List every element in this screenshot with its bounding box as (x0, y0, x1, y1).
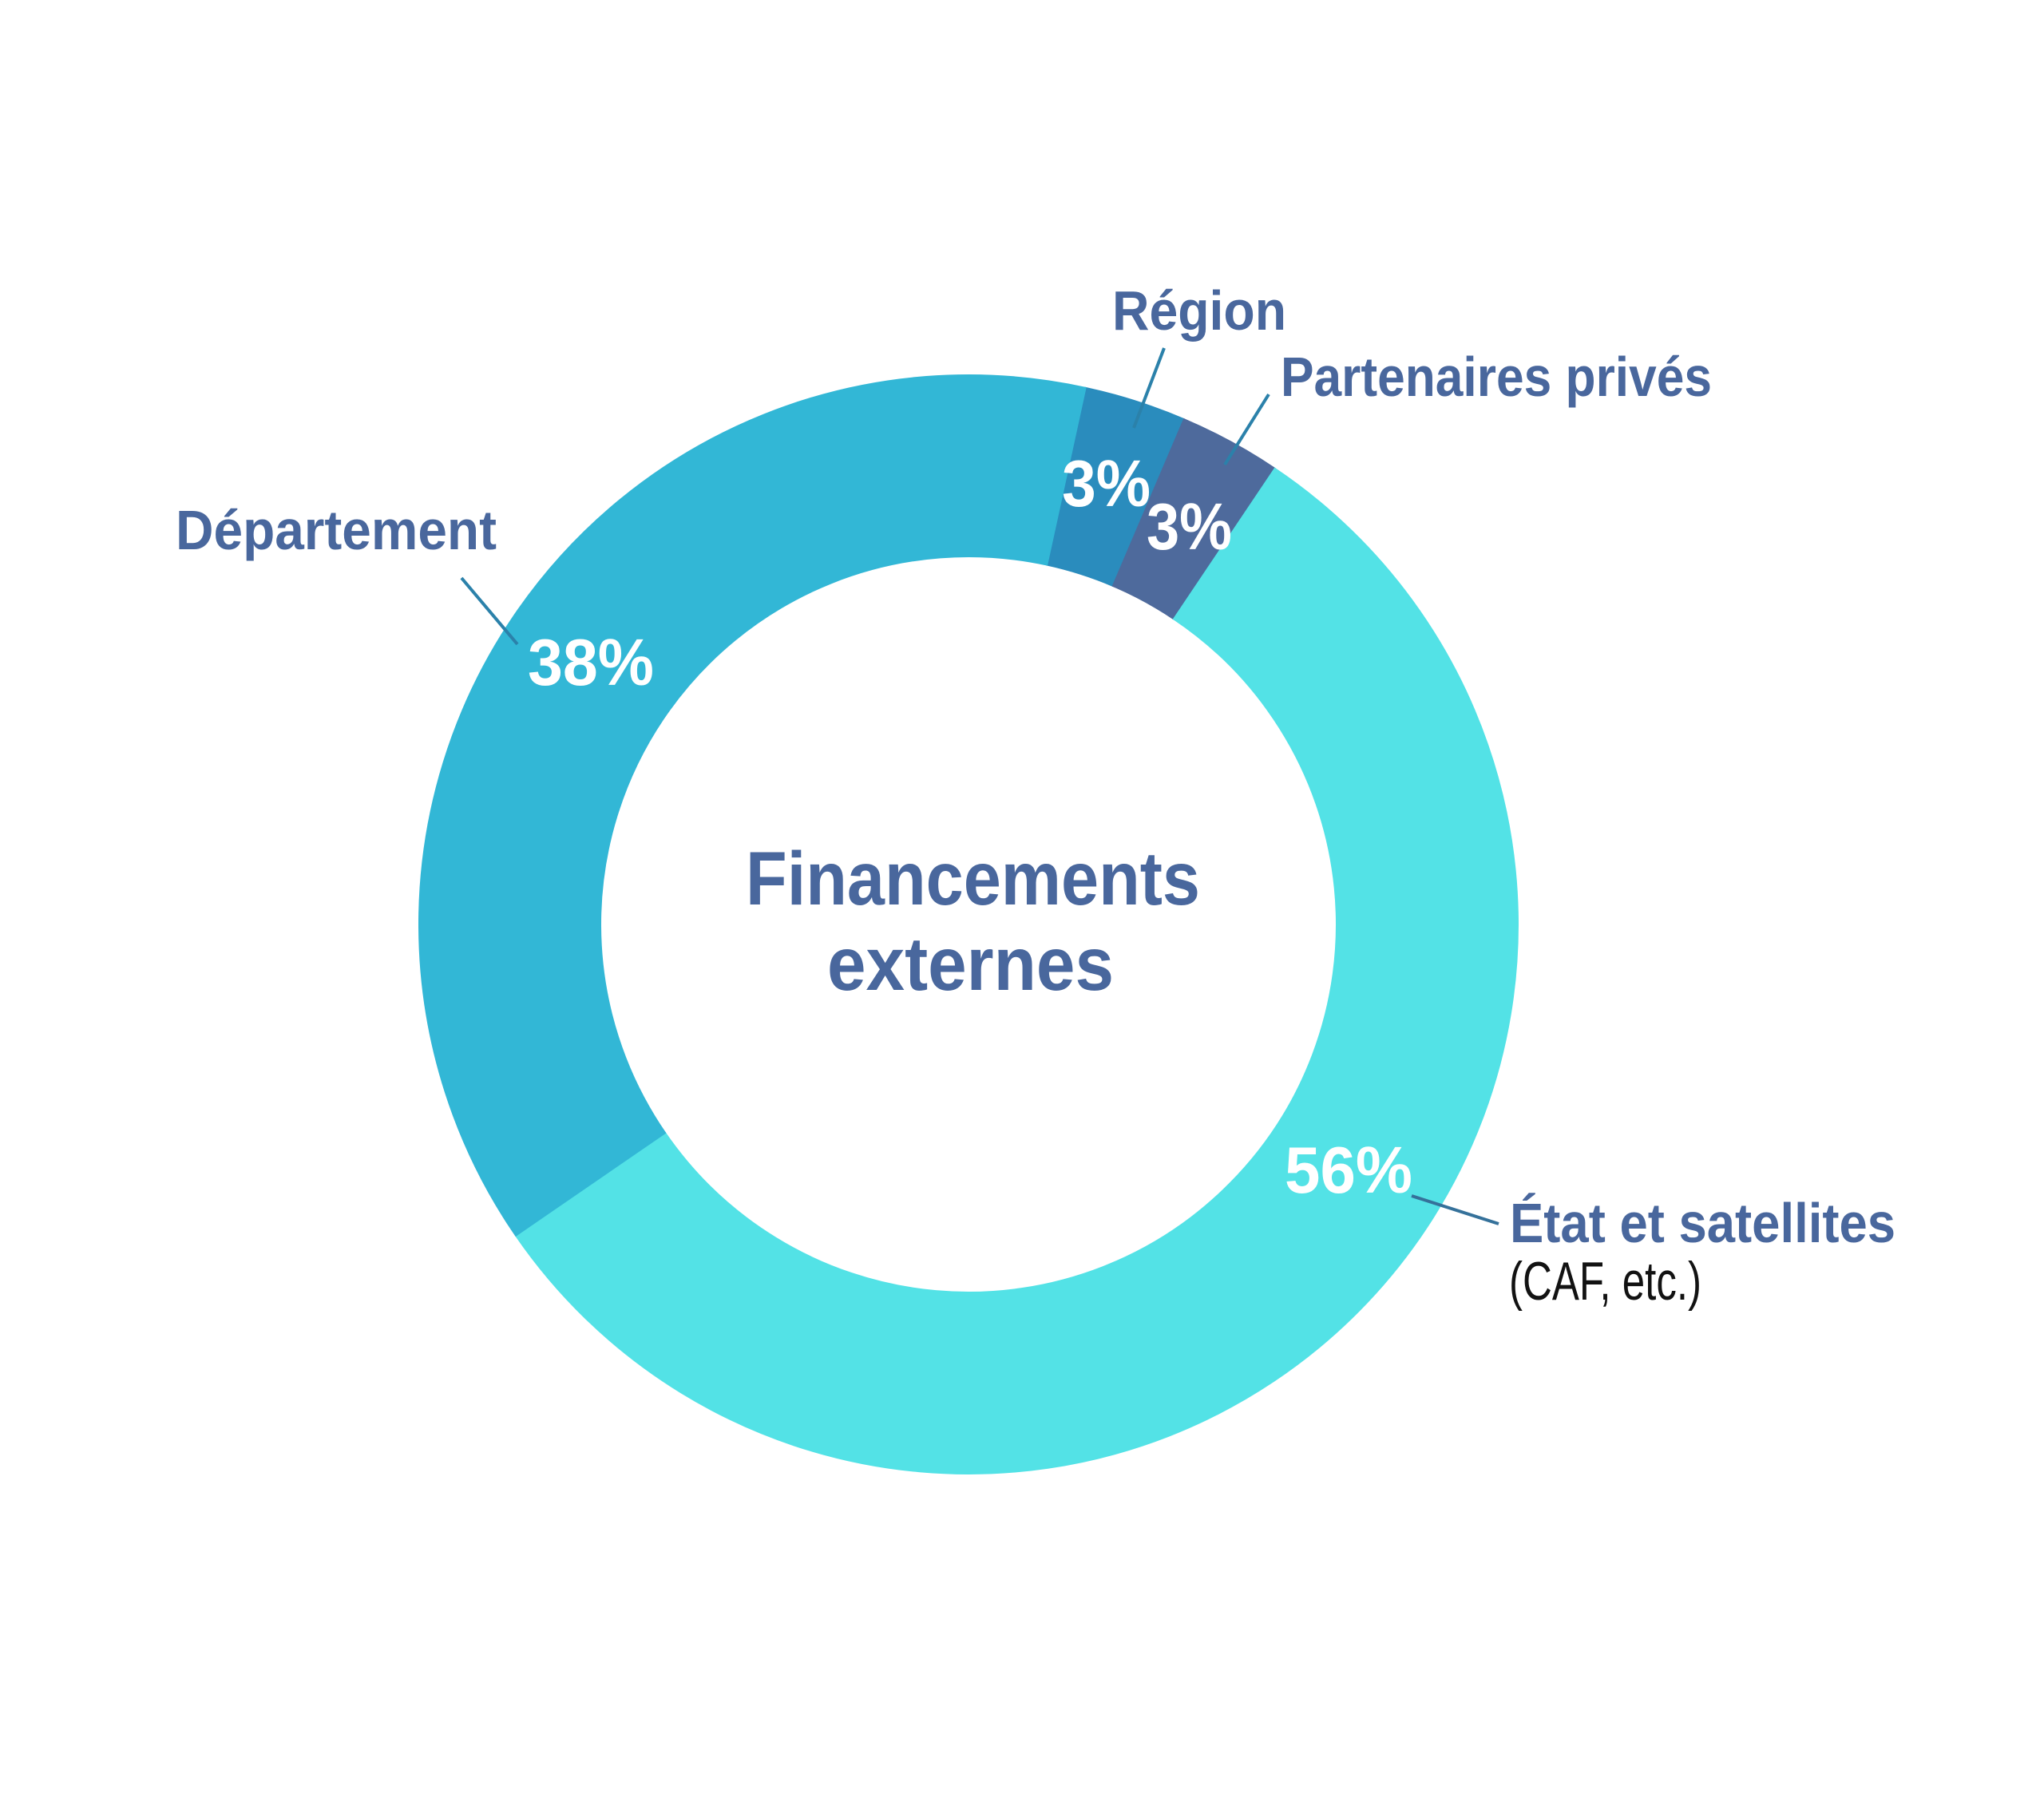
svg-text:3%: 3% (1062, 446, 1151, 520)
svg-text:externes: externes (827, 922, 1114, 1007)
svg-text:(CAF, etc.): (CAF, etc.) (1509, 1251, 1701, 1312)
svg-text:Partenaires privés: Partenaires privés (1281, 346, 1712, 408)
svg-text:Région: Région (1112, 279, 1286, 342)
svg-text:Financements: Financements (746, 837, 1200, 921)
svg-text:Département: Département (176, 499, 497, 561)
svg-text:56%: 56% (1285, 1133, 1412, 1207)
svg-text:38%: 38% (528, 625, 654, 699)
svg-text:État et satellites: État et satellites (1510, 1192, 1895, 1254)
svg-text:3%: 3% (1147, 489, 1232, 564)
